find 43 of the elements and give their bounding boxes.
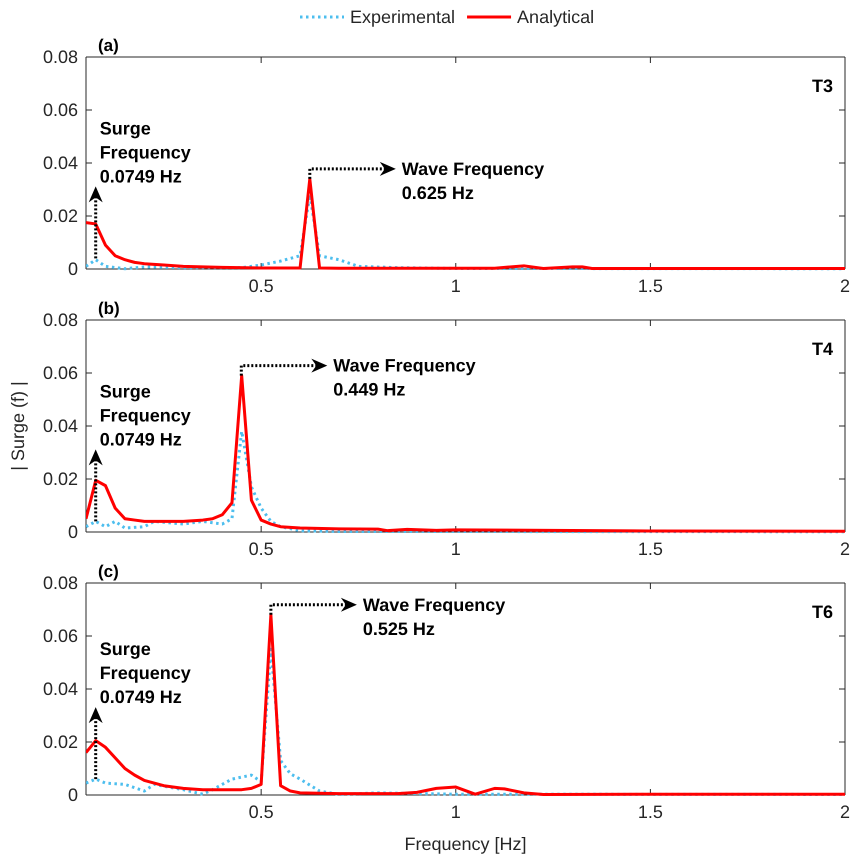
y-tick-label: 0.04 bbox=[42, 152, 78, 173]
x-tick-label: 2 bbox=[840, 276, 850, 296]
annotation: Wave Frequency 0.449 Hz bbox=[333, 356, 476, 400]
y-tick-label: 0.02 bbox=[42, 206, 78, 226]
y-tick-label: 0.06 bbox=[42, 626, 78, 646]
y-tick-label: 0.08 bbox=[42, 46, 78, 67]
y-tick-label: 0 bbox=[68, 258, 78, 279]
chart-title: (b) bbox=[98, 299, 120, 318]
x-tick-label: 0.5 bbox=[248, 538, 274, 559]
x-tick-label: 1.5 bbox=[638, 538, 663, 559]
x-tick-label: 1.5 bbox=[638, 802, 663, 822]
x-tick-label: 1 bbox=[450, 538, 461, 559]
chart-title: (a) bbox=[98, 36, 119, 55]
chart-title: (c) bbox=[98, 562, 119, 581]
x-tick-label: 0.5 bbox=[248, 802, 274, 822]
y-tick-label: 0 bbox=[68, 522, 78, 542]
y-tick-label: 0.04 bbox=[42, 416, 78, 436]
annotation: Wave Frequency 0.625 Hz bbox=[402, 158, 544, 203]
y-tick-label: 0.08 bbox=[42, 310, 78, 330]
x-axis-title: Frequency [Hz] bbox=[404, 834, 527, 854]
y-tick-label: 0.02 bbox=[42, 468, 78, 489]
x-tick-label: 0.5 bbox=[248, 276, 274, 296]
y-tick-label: 0.02 bbox=[42, 732, 78, 752]
annotation: Wave Frequency 0.525 Hz bbox=[362, 594, 506, 639]
y-tick-label: 0.06 bbox=[42, 362, 78, 383]
x-tick-label: 1 bbox=[450, 802, 461, 822]
y-tick-label: 0 bbox=[68, 784, 78, 805]
annotation: T6 bbox=[812, 602, 833, 622]
annotation: T4 bbox=[812, 339, 833, 359]
x-tick-label: 1 bbox=[450, 276, 461, 296]
y-tick-label: 0.08 bbox=[42, 572, 78, 593]
legend-label: Experimental bbox=[350, 7, 456, 27]
annotation: Surge Frequency 0.0749 Hz bbox=[100, 639, 191, 708]
x-tick-label: 2 bbox=[840, 538, 850, 559]
annotation: Surge Frequency 0.0749 Hz bbox=[100, 118, 191, 186]
y-tick-label: 0.04 bbox=[42, 678, 78, 699]
x-tick-label: 2 bbox=[840, 802, 850, 822]
legend-label: Analytical bbox=[517, 7, 594, 27]
x-tick-label: 1.5 bbox=[638, 276, 663, 296]
annotation: Surge Frequency 0.0749 Hz bbox=[100, 381, 191, 450]
y-axis-title: | Surge (f) | bbox=[8, 381, 28, 471]
y-tick-label: 0.06 bbox=[42, 100, 78, 120]
annotation: T3 bbox=[812, 76, 833, 96]
